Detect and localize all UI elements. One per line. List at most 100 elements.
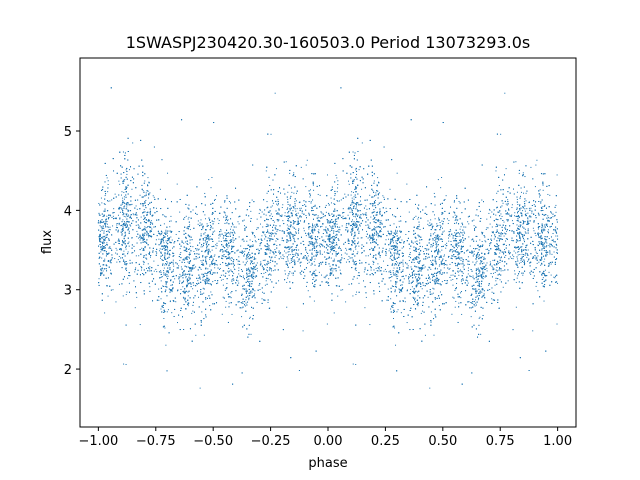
data-point [499,261,501,263]
data-point [317,215,319,217]
data-point [204,280,206,282]
data-point [352,295,354,297]
data-point [122,260,124,262]
data-point [451,313,453,315]
data-point [365,205,367,207]
data-point [436,268,438,270]
data-point [436,245,438,247]
data-point [106,223,108,225]
data-point [291,253,293,255]
data-point [370,238,372,240]
data-point [422,284,424,286]
data-point [417,295,419,297]
data-point [351,231,353,233]
data-point [265,214,267,216]
data-point [409,248,411,250]
data-point [535,164,537,166]
data-point [344,193,346,195]
data-point [443,255,445,257]
data-point [446,242,448,244]
data-point [352,151,354,153]
data-point [251,277,253,279]
data-point [467,260,469,262]
data-point [188,216,190,218]
data-point [100,241,102,243]
data-point [517,203,519,205]
data-point [252,232,254,234]
data-point [365,236,367,238]
data-point [352,201,354,203]
data-point [516,224,518,226]
data-point [197,223,199,225]
data-point [289,237,291,239]
data-point [351,197,353,199]
data-point [193,284,195,286]
data-point [202,246,204,248]
data-point [151,222,153,224]
data-point [113,208,115,210]
data-point [107,180,109,182]
data-point [169,249,171,251]
data-point [189,252,191,254]
data-point [256,218,258,220]
data-point [220,229,222,231]
data-point [332,227,334,229]
data-point [547,265,549,267]
data-point [360,237,362,239]
data-point [284,215,286,217]
data-point [446,264,448,266]
data-point [271,215,273,217]
data-point [491,291,493,293]
data-point [497,262,499,264]
data-point [419,229,421,231]
data-point [537,235,539,237]
data-point [222,296,224,298]
data-point [380,228,382,230]
data-point [238,273,240,275]
data-point [467,221,469,223]
data-point [377,253,379,255]
data-point [413,262,415,264]
data-point [478,317,480,319]
data-point [237,280,239,282]
data-point [379,221,381,223]
data-point [311,206,313,208]
data-point [185,215,187,217]
data-point [293,249,295,251]
data-point [144,241,146,243]
data-point [230,231,232,233]
data-point [491,226,493,228]
data-point [541,226,543,228]
data-point [288,225,290,227]
data-point [477,299,479,301]
data-point [355,206,357,208]
data-point [230,292,232,294]
data-point [353,196,355,198]
data-point [452,296,454,298]
data-point [463,268,465,270]
data-point [222,258,224,260]
data-point [123,201,125,203]
data-point [155,207,157,209]
data-point [493,272,495,274]
data-point [430,246,432,248]
data-point [499,279,501,281]
data-point [327,202,329,204]
data-point [472,302,474,304]
data-point [481,291,483,293]
data-point [423,250,425,252]
data-point [517,251,519,253]
data-point [165,284,167,286]
data-point [311,235,313,237]
data-point [553,276,555,278]
data-point [392,260,394,262]
data-point [477,285,479,287]
data-point [394,248,396,250]
data-point [542,226,544,228]
data-point [98,238,100,240]
data-point [295,210,297,212]
data-point [532,227,534,229]
data-point [286,281,288,283]
data-point [275,254,277,256]
data-point [319,194,321,196]
